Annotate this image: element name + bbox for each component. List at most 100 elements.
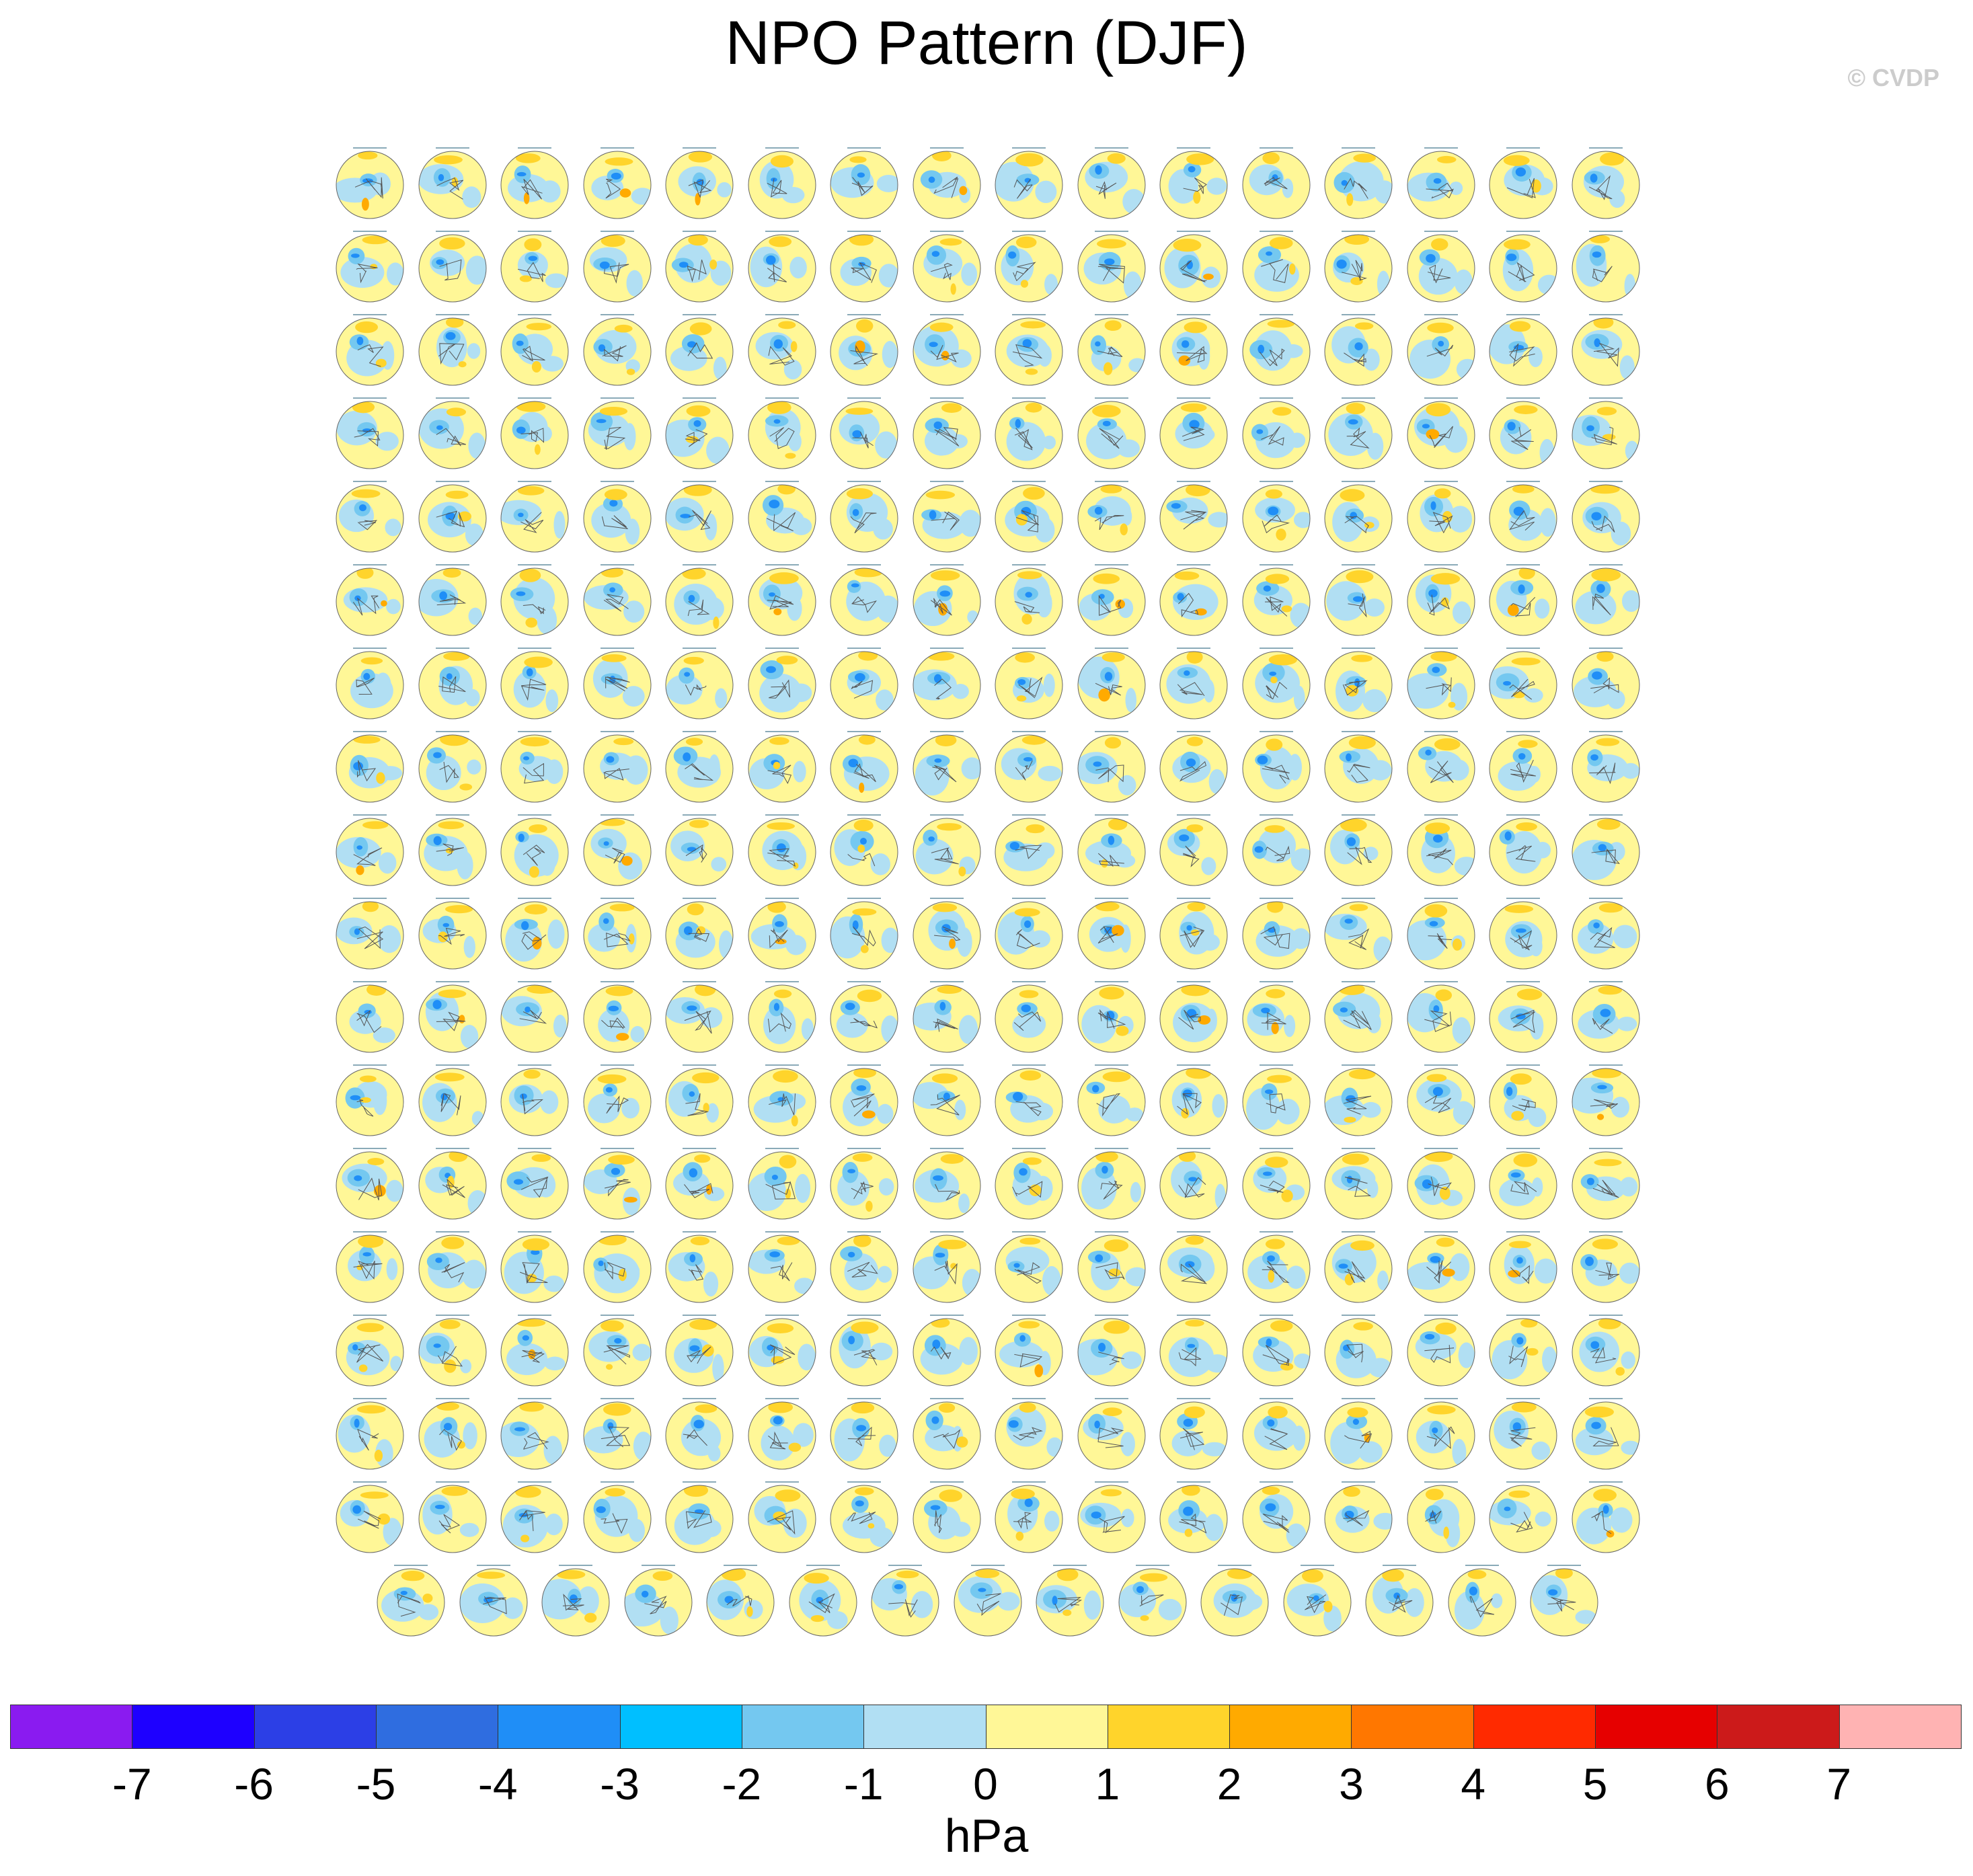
map-panel <box>333 1146 407 1222</box>
colorbar-tick-label: 0 <box>973 1759 998 1809</box>
map-panel <box>827 1480 901 1555</box>
map-panel <box>1157 146 1231 221</box>
map-panel <box>662 730 736 805</box>
map-panel <box>1157 313 1231 388</box>
map-panel <box>662 563 736 638</box>
colorbar-swatch <box>132 1705 255 1749</box>
colorbar-swatch <box>1351 1705 1474 1749</box>
map-panel <box>662 1480 736 1555</box>
map-panel <box>662 396 736 471</box>
map-panel <box>910 1397 984 1472</box>
panel-grid <box>333 146 1643 1639</box>
map-panel <box>827 813 901 888</box>
map-panel <box>498 563 572 638</box>
map-panel <box>1157 1146 1231 1222</box>
map-panel <box>1569 1230 1643 1305</box>
map-panel <box>1033 1563 1107 1639</box>
map-panel <box>1404 146 1478 221</box>
map-panel <box>1075 1313 1149 1389</box>
map-panel <box>910 146 984 221</box>
map-panel <box>416 146 490 221</box>
map-panel <box>1075 563 1149 638</box>
map-panel <box>1569 229 1643 305</box>
map-panel <box>745 980 819 1055</box>
map-panel <box>457 1563 531 1639</box>
map-panel <box>662 146 736 221</box>
map-panel <box>662 229 736 305</box>
map-panel <box>1239 563 1313 638</box>
map-panel <box>1157 1480 1231 1555</box>
map-panel <box>1075 313 1149 388</box>
colorbar-tick-label: 4 <box>1461 1759 1486 1809</box>
map-panel <box>1239 1063 1313 1138</box>
map-panel <box>910 229 984 305</box>
map-panel <box>1486 980 1560 1055</box>
map-panel <box>416 1313 490 1389</box>
map-panel <box>1404 730 1478 805</box>
map-panel <box>827 146 901 221</box>
map-panel <box>1075 1397 1149 1472</box>
map-panel <box>333 813 407 888</box>
map-panel <box>1075 980 1149 1055</box>
map-panel <box>1486 229 1560 305</box>
map-panel <box>333 1230 407 1305</box>
colorbar-swatch <box>863 1705 986 1749</box>
map-panel <box>910 980 984 1055</box>
map-panel <box>910 563 984 638</box>
map-panel <box>1239 146 1313 221</box>
map-panel <box>333 1397 407 1472</box>
colorbar-swatch <box>619 1705 742 1749</box>
map-panel <box>498 1146 572 1222</box>
map-panel <box>992 313 1066 388</box>
map-panel <box>416 980 490 1055</box>
map-panel <box>498 146 572 221</box>
map-panel <box>416 730 490 805</box>
map-panel <box>1569 479 1643 555</box>
map-panel <box>1075 146 1149 221</box>
map-panel <box>580 563 654 638</box>
map-panel <box>662 1230 736 1305</box>
map-panel <box>745 479 819 555</box>
map-panel <box>1404 646 1478 721</box>
map-panel <box>827 896 901 972</box>
map-panel <box>1404 1480 1478 1555</box>
map-panel <box>827 980 901 1055</box>
colorbar-swatch <box>985 1705 1108 1749</box>
map-panel <box>662 1146 736 1222</box>
map-panel <box>662 1063 736 1138</box>
map-panel <box>333 1480 407 1555</box>
map-panel <box>1075 730 1149 805</box>
map-panel <box>992 646 1066 721</box>
map-panel <box>1157 229 1231 305</box>
map-panel <box>498 1313 572 1389</box>
map-panel <box>1321 396 1395 471</box>
colorbar-tick-label: -2 <box>722 1759 762 1809</box>
map-panel <box>1445 1563 1519 1639</box>
map-panel <box>910 813 984 888</box>
map-panel <box>580 229 654 305</box>
colorbar-swatch <box>375 1705 499 1749</box>
map-panel <box>1486 479 1560 555</box>
page-title: NPO Pattern (DJF) <box>725 9 1248 77</box>
colorbar-tick-label: 7 <box>1826 1759 1852 1809</box>
map-panel <box>992 980 1066 1055</box>
map-panel <box>1321 730 1395 805</box>
map-panel <box>1239 1397 1313 1472</box>
map-panel <box>1280 1563 1354 1639</box>
map-panel <box>416 813 490 888</box>
colorbar-swatch <box>1473 1705 1596 1749</box>
map-panel <box>827 563 901 638</box>
map-panel <box>1321 146 1395 221</box>
colorbar-units: hPa <box>944 1809 1029 1862</box>
map-panel <box>416 1397 490 1472</box>
map-panel <box>1075 1480 1149 1555</box>
map-panel <box>1486 1480 1560 1555</box>
map-panel <box>1404 396 1478 471</box>
map-panel <box>662 980 736 1055</box>
map-panel <box>498 396 572 471</box>
colorbar-tick-label: -3 <box>600 1759 640 1809</box>
map-panel <box>1239 1313 1313 1389</box>
map-panel <box>1486 1146 1560 1222</box>
map-panel <box>745 1313 819 1389</box>
map-panel <box>1321 896 1395 972</box>
